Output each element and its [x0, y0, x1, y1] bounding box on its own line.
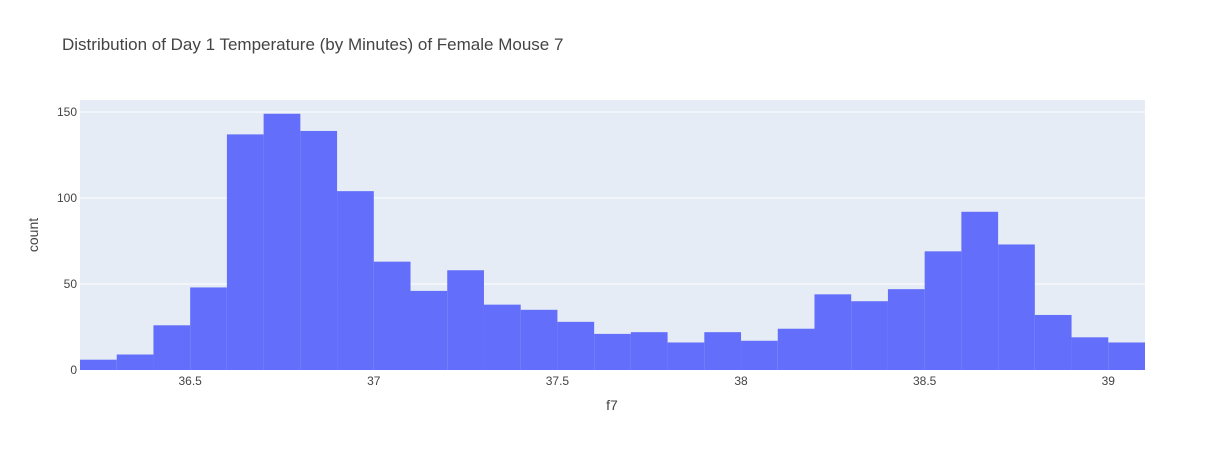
histogram-bar: [741, 340, 778, 370]
histogram-bar: [190, 287, 227, 370]
histogram-bar: [704, 332, 742, 370]
histogram-bar: [447, 270, 484, 370]
histogram-bar: [1108, 342, 1145, 370]
histogram-bar: [630, 332, 668, 370]
x-tick-label: 37.5: [546, 374, 570, 388]
histogram-bar: [667, 342, 705, 370]
bars: [80, 113, 1145, 370]
y-tick-label: 0: [70, 363, 77, 377]
x-tick-label: 39: [1102, 374, 1116, 388]
histogram-bar: [814, 294, 852, 370]
histogram-bar: [1071, 337, 1109, 370]
histogram-bar: [300, 130, 338, 370]
histogram-bar: [520, 309, 558, 370]
y-axis-title: count: [25, 218, 41, 252]
x-tick-label: 37: [367, 374, 381, 388]
x-axis-title: f7: [606, 397, 618, 413]
x-tick-label: 36.5: [178, 374, 202, 388]
histogram-bar: [961, 211, 999, 370]
histogram-bar: [594, 333, 631, 370]
histogram-bar: [887, 289, 925, 370]
histogram-bar: [1034, 314, 1072, 370]
histogram-bar: [410, 290, 448, 370]
histogram-bar: [483, 304, 521, 370]
histogram-bar: [226, 134, 264, 370]
histogram-bar: [373, 261, 411, 370]
x-tick-labels: 36.5 37 37.5 38 38.5 39: [178, 374, 1115, 388]
histogram-bar: [80, 359, 117, 370]
histogram-bar: [924, 251, 962, 370]
histogram-bar: [116, 354, 154, 370]
y-tick-label: 100: [57, 191, 77, 205]
histogram-bar: [263, 113, 301, 370]
x-tick-label: 38.5: [913, 374, 937, 388]
histogram-bar: [153, 325, 191, 370]
y-tick-label: 50: [64, 277, 78, 291]
histogram-bar: [337, 191, 374, 370]
x-tick-label: 38: [734, 374, 748, 388]
histogram-bar: [851, 301, 888, 370]
chart-title: Distribution of Day 1 Temperature (by Mi…: [62, 35, 563, 54]
histogram-bar: [777, 328, 815, 370]
histogram-bar: [557, 321, 595, 370]
y-tick-labels: 0 50 100 150: [57, 105, 77, 377]
y-tick-label: 150: [57, 105, 77, 119]
histogram-bar: [998, 244, 1035, 370]
